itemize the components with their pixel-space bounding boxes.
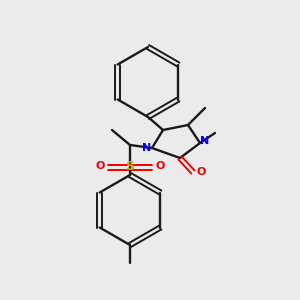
- Text: O: O: [155, 161, 165, 171]
- Text: S: S: [125, 160, 134, 173]
- Text: N: N: [142, 143, 152, 153]
- Text: O: O: [196, 167, 206, 177]
- Text: N: N: [200, 136, 210, 146]
- Text: O: O: [95, 161, 105, 171]
